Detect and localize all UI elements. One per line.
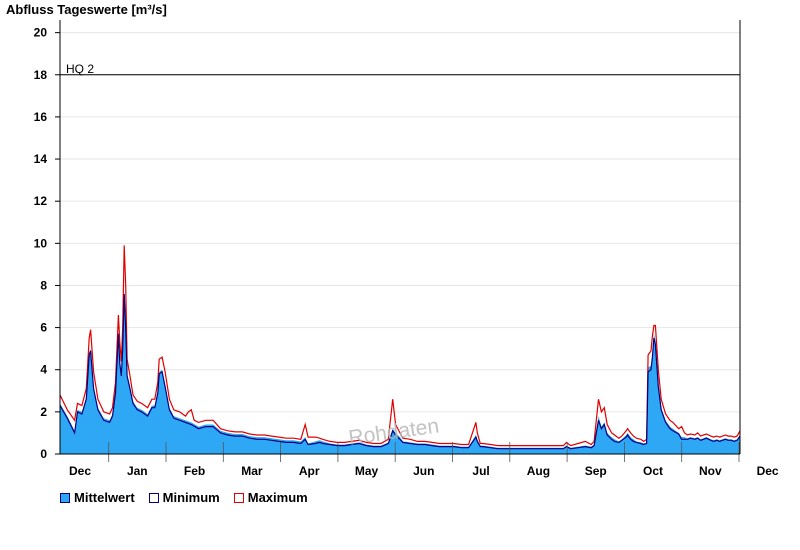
plot-series bbox=[59, 245, 741, 454]
series-line-maximum bbox=[59, 245, 741, 447]
legend-item-minimum: Minimum bbox=[148, 490, 220, 505]
x-tick-label: Oct bbox=[643, 464, 663, 478]
legend-item-maximum: Maximum bbox=[233, 490, 308, 505]
series-line-minimum bbox=[59, 293, 741, 450]
legend-swatch-maximum bbox=[233, 492, 244, 503]
y-tick-label: 8 bbox=[40, 278, 47, 292]
legend-label-minimum: Minimum bbox=[162, 490, 220, 505]
y-tick-label: 6 bbox=[40, 321, 47, 335]
x-tick-label: Jan bbox=[127, 464, 148, 478]
y-tick-label: 16 bbox=[34, 110, 48, 124]
x-tick-label: Jun bbox=[413, 464, 434, 478]
legend-label-mittelwert: Mittelwert bbox=[74, 490, 135, 505]
x-tick-label: Apr bbox=[299, 464, 320, 478]
legend-item-mittelwert: Mittelwert bbox=[60, 490, 135, 505]
x-tick-label: Nov bbox=[699, 464, 722, 478]
y-tick-label: 14 bbox=[34, 152, 48, 166]
legend-swatch-mittelwert bbox=[60, 492, 70, 503]
y-tick-label: 2 bbox=[40, 405, 47, 419]
x-tick-label: Dec bbox=[757, 464, 779, 478]
y-tick-label: 20 bbox=[34, 26, 48, 40]
x-tick-label: Jul bbox=[472, 464, 489, 478]
y-tick-label: 12 bbox=[34, 194, 48, 208]
axes bbox=[55, 20, 741, 462]
tick-labels: 0 2 4 6 8 10 12 14 16 18 20 Dec Jan Feb Mar Apr May Jun Ju… bbox=[34, 26, 779, 478]
x-tick-label: Feb bbox=[184, 464, 205, 478]
y-tick-label: 4 bbox=[40, 363, 47, 377]
legend-swatch-minimum bbox=[148, 492, 159, 503]
series-area-mittelwert bbox=[60, 291, 740, 454]
x-tick-label: Aug bbox=[527, 464, 550, 478]
legend-label-maximum: Maximum bbox=[247, 490, 308, 505]
y-tick-label: 18 bbox=[34, 68, 48, 82]
x-tick-label: May bbox=[355, 464, 379, 478]
chart-title: Abfluss Tageswerte [m³/s] bbox=[6, 2, 167, 17]
x-tick-label: Mar bbox=[241, 464, 263, 478]
hq2-label: HQ 2 bbox=[66, 62, 94, 76]
y-tick-label: 0 bbox=[40, 447, 47, 461]
x-tick-label: Sep bbox=[585, 464, 607, 478]
x-tick-label: Dec bbox=[69, 464, 91, 478]
legend: Mittelwert Minimum Maximum bbox=[60, 490, 308, 505]
y-tick-label: 10 bbox=[34, 236, 48, 250]
